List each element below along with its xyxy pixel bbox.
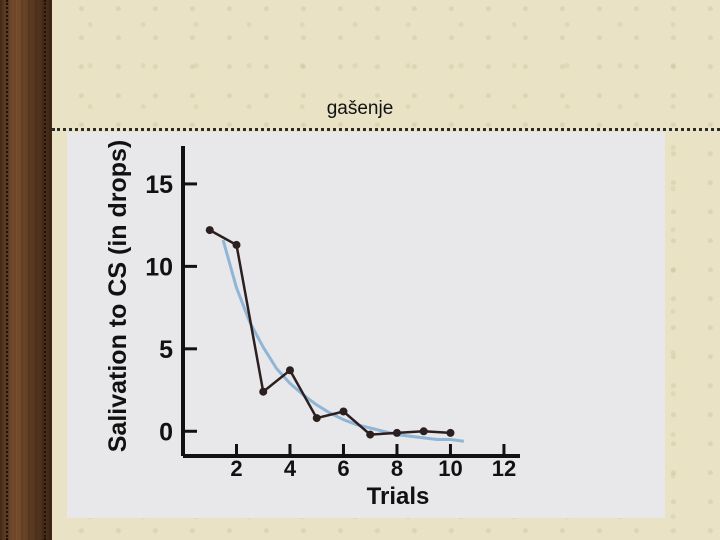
data-series-line xyxy=(209,229,451,436)
x-tick-label: 8 xyxy=(391,456,403,481)
chart-panel xyxy=(67,132,665,518)
y-tick-label: 15 xyxy=(145,171,173,199)
y-axis-title: Salivation to CS (in drops) xyxy=(104,140,132,453)
data-point xyxy=(366,430,375,439)
wood-border xyxy=(0,0,52,540)
x-tick-label: 2 xyxy=(230,456,242,481)
data-point xyxy=(285,366,294,375)
data-point xyxy=(392,428,401,437)
x-tick-label: 12 xyxy=(492,456,516,481)
fitted-curve-line xyxy=(221,239,464,443)
y-tick-label: 10 xyxy=(145,253,173,281)
data-point xyxy=(446,428,455,437)
data-point xyxy=(419,427,428,436)
x-tick-label: 6 xyxy=(337,456,349,481)
x-tick-label: 4 xyxy=(284,456,297,481)
data-point xyxy=(339,407,348,416)
data-point xyxy=(232,240,241,249)
slide-title: gašenje xyxy=(326,98,394,119)
data-point xyxy=(312,414,321,423)
y-tick-label: 5 xyxy=(159,336,173,364)
x-tick-label: 10 xyxy=(438,456,462,481)
stitch-decoration xyxy=(6,0,46,540)
x-axis-title: Trials xyxy=(367,483,430,510)
data-point xyxy=(259,387,268,396)
title-divider xyxy=(52,128,720,131)
y-tick-label: 0 xyxy=(159,418,173,446)
data-point xyxy=(205,226,214,235)
